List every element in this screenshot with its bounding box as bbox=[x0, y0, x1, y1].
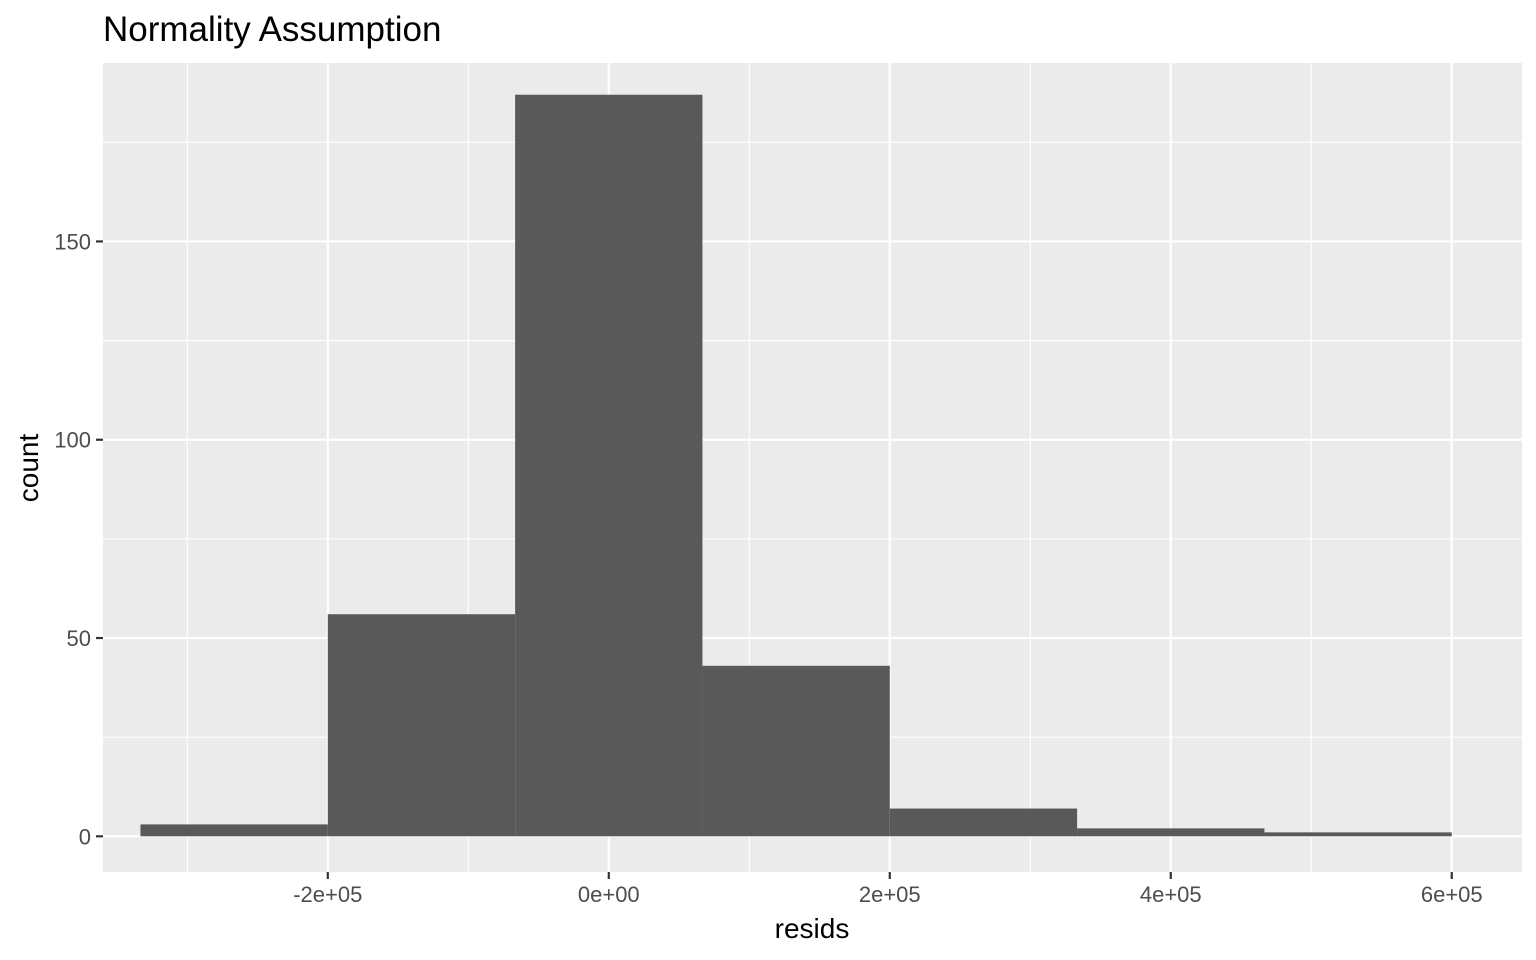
y-axis-title: count bbox=[13, 434, 44, 503]
histogram-bar bbox=[1077, 828, 1265, 837]
x-tick-label: 0e+00 bbox=[578, 882, 640, 907]
y-axis: 0 50 100 150 bbox=[54, 229, 103, 849]
y-tick-label: 100 bbox=[54, 428, 91, 453]
x-axis: -2e+05 0e+00 2e+05 4e+05 6e+05 bbox=[293, 872, 1483, 907]
y-tick-label: 50 bbox=[67, 626, 91, 651]
y-tick-label: 150 bbox=[54, 229, 91, 254]
histogram-bar bbox=[702, 665, 890, 837]
chart-title: Normality Assumption bbox=[103, 10, 441, 49]
x-tick-label: 6e+05 bbox=[1421, 882, 1483, 907]
x-tick-label: 4e+05 bbox=[1140, 882, 1202, 907]
x-tick-label: 2e+05 bbox=[859, 882, 921, 907]
histogram-bar bbox=[140, 824, 328, 837]
histogram-bar bbox=[327, 614, 516, 837]
histogram-bar bbox=[1264, 832, 1452, 837]
histogram-bar bbox=[515, 94, 703, 837]
x-tick-label: -2e+05 bbox=[293, 882, 362, 907]
histogram-bars bbox=[140, 94, 1452, 837]
x-axis-title: resids bbox=[775, 913, 850, 944]
histogram-bar bbox=[889, 808, 1078, 837]
y-tick-label: 0 bbox=[79, 824, 91, 849]
